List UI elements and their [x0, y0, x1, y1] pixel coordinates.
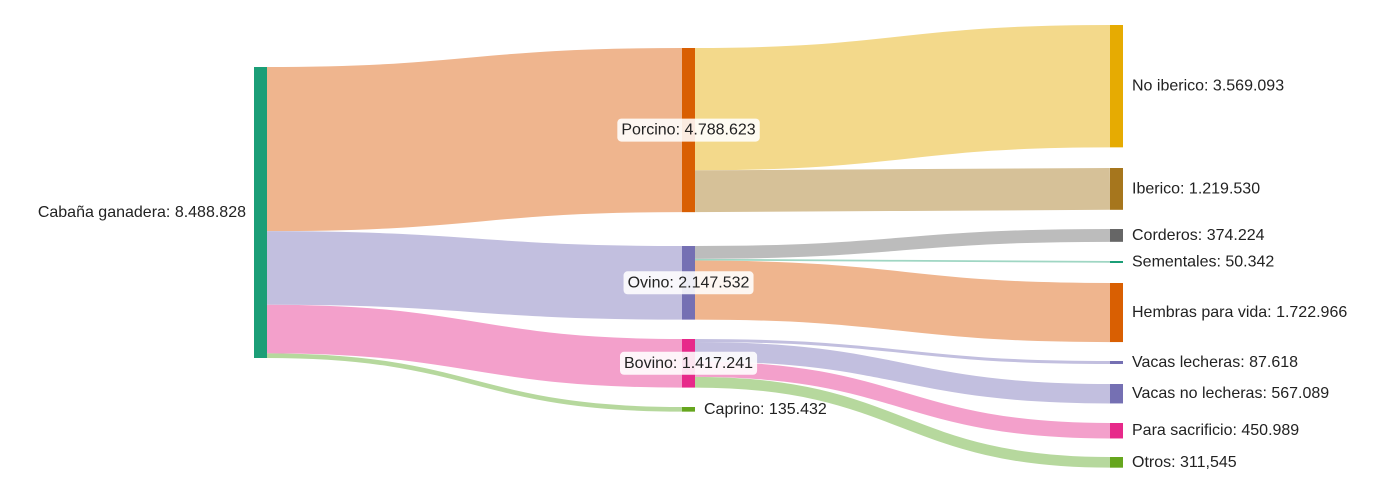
- labels-layer: Cabaña ganadera: 8.488.828 Porcino: 4.788…: [38, 78, 1348, 471]
- node-label-porcino: Porcino: 4.788.623: [621, 122, 755, 139]
- node-sementales: [1110, 261, 1123, 263]
- link-ovino-to-sementales: [694, 258, 1111, 263]
- node-label-hembras: Hembras para vida: 1.722.966: [1132, 304, 1347, 321]
- node-vacas-no-lecheras: [1110, 384, 1123, 404]
- node-label-no-iberico: No iberico: 3.569.093: [1132, 78, 1284, 95]
- link-porcino-to-no-iberico: [694, 24, 1111, 171]
- link-ovino-to-hembras: [694, 260, 1111, 343]
- node-hembras: [1110, 283, 1123, 343]
- links-layer: [266, 24, 1111, 468]
- node-label-corderos: Corderos: 374.224: [1132, 227, 1265, 244]
- node-label-root: Cabaña ganadera: 8.488.828: [38, 204, 246, 221]
- link-root-to-porcino: [266, 48, 683, 232]
- node-corderos: [1110, 229, 1123, 242]
- node-label-sementales: Sementales: 50.342: [1132, 254, 1274, 271]
- node-label-bg-porcino: [617, 118, 760, 142]
- node-no-iberico: [1110, 25, 1123, 148]
- node-label-ovino: Ovino: 2.147.532: [628, 274, 750, 291]
- node-label-bovino: Bovino: 1.417.241: [624, 355, 753, 372]
- node-label-otros: Otros: 311,545: [1132, 454, 1237, 471]
- node-label-vacas-no-lecheras: Vacas no lecheras: 567.089: [1132, 385, 1329, 402]
- node-otros: [1110, 457, 1123, 468]
- link-bovino-to-vacas-no-lecheras: [694, 342, 1111, 404]
- link-ovino-to-corderos: [694, 228, 1111, 259]
- node-label-vacas-lecheras: Vacas lecheras: 87.618: [1132, 354, 1298, 371]
- node-label-bg-ovino: [623, 271, 754, 295]
- link-root-to-ovino: [266, 231, 683, 320]
- node-iberico: [1110, 168, 1123, 210]
- node-vacas-lecheras: [1110, 361, 1123, 365]
- link-bovino-to-otros: [694, 376, 1111, 468]
- node-label-caprino: Caprino: 135.432: [704, 401, 827, 418]
- node-label-bg-bovino: [620, 351, 758, 375]
- node-label-iberico: Iberico: 1.219.530: [1132, 180, 1260, 197]
- link-bovino-to-sacrificio: [694, 361, 1111, 439]
- node-root: [254, 67, 267, 358]
- link-porcino-to-iberico: [694, 168, 1111, 213]
- node-caprino: [682, 407, 695, 412]
- node-sacrificio: [1110, 423, 1123, 439]
- link-root-to-caprino: [266, 353, 683, 412]
- link-bovino-to-vacas-lecheras: [694, 339, 1111, 365]
- link-root-to-bovino: [266, 304, 683, 388]
- node-label-sacrificio: Para sacrificio: 450.989: [1132, 422, 1299, 439]
